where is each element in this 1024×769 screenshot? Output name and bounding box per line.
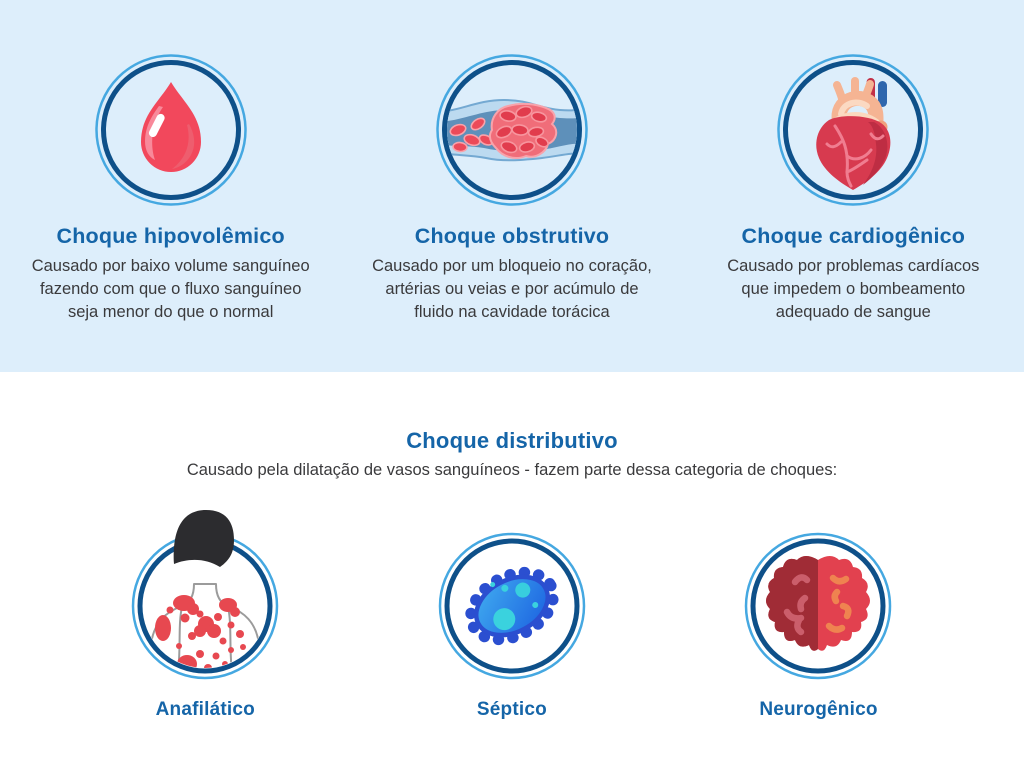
- top-section: Choque hipovolêmico Causado por baixo vo…: [0, 0, 1024, 372]
- card-title: Choque obstrutivo: [414, 224, 610, 248]
- blood-drop-icon: [93, 52, 249, 208]
- bacteria-icon: [437, 506, 587, 681]
- card-neurogenico: Neurogênico: [665, 506, 972, 721]
- card-title: Choque cardiogênico: [741, 224, 966, 248]
- type-label: Séptico: [476, 699, 547, 720]
- card-description: Causado por problemas cardíacos que impe…: [727, 256, 980, 321]
- anaphylaxis-person-icon: [130, 506, 280, 681]
- type-label: Anafilático: [155, 699, 255, 720]
- distributive-types-row: Anafilático: [52, 506, 972, 721]
- card-septico: Séptico: [359, 506, 666, 721]
- card-title: Choque hipovolêmico: [56, 224, 285, 248]
- card-description: Causado por baixo volume sanguíneo fazen…: [31, 256, 310, 321]
- type-label: Neurogênico: [759, 699, 878, 720]
- blocked-vessel-icon: [434, 52, 590, 208]
- card-obstrutivo: Choque obstrutivo Causado por um bloquei…: [341, 0, 682, 324]
- shock-types-row: Choque hipovolêmico Causado por baixo vo…: [0, 0, 1024, 324]
- card-anafilatico: Anafilático: [52, 506, 359, 721]
- card-description: Causado por um bloqueio no coração, arté…: [372, 256, 652, 321]
- section-title: Choque distributivo: [406, 428, 618, 453]
- brain-icon: [743, 506, 893, 681]
- distributive-section: Choque distributivo Causado pela dilataç…: [0, 428, 1024, 721]
- card-cardiogenico: Choque cardiogênico Causado por problema…: [683, 0, 1024, 324]
- card-hipovolemico: Choque hipovolêmico Causado por baixo vo…: [0, 0, 341, 324]
- section-subtitle: Causado pela dilatação de vasos sanguíne…: [186, 461, 838, 479]
- heart-icon: [775, 52, 931, 208]
